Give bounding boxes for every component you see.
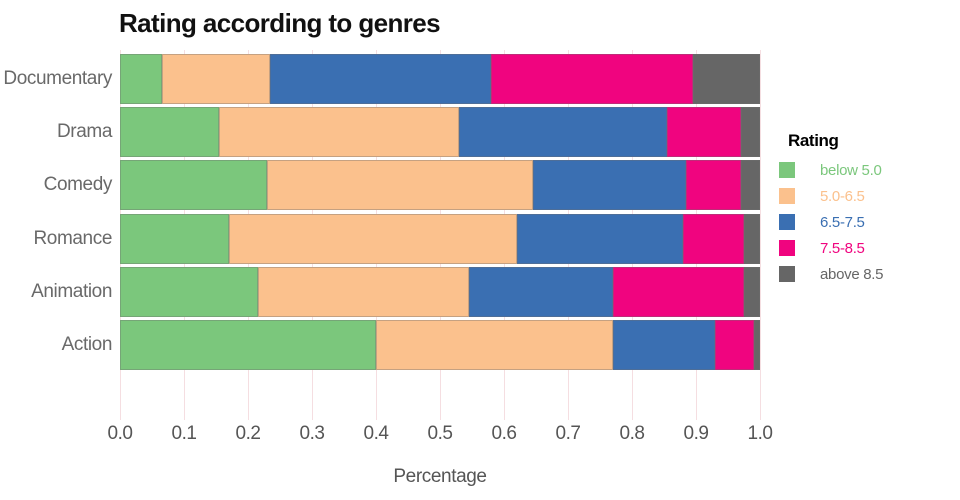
bar-segment-above-8.5 — [753, 320, 760, 370]
x-axis-title: Percentage — [393, 466, 487, 487]
bar-segment-6.5-7.5 — [532, 160, 687, 210]
legend-item: 5.0-6.5 — [779, 187, 954, 205]
bar-row-drama — [120, 107, 760, 157]
legend-item: above 8.5 — [779, 265, 954, 283]
legend-title: Rating — [788, 131, 839, 150]
bar-segment-below-5.0 — [120, 54, 162, 104]
legend: Rating below 5.0 5.0-6.5 6.5-7.5 7.5-8.5 abo… — [779, 131, 954, 292]
bar-segment-7.5-8.5 — [715, 320, 754, 370]
bar-segment-6.5-7.5 — [459, 107, 668, 157]
plot-area — [120, 50, 761, 420]
y-axis-label: Animation — [31, 281, 112, 302]
legend-swatch-icon — [779, 240, 795, 256]
bar-row-action — [120, 320, 760, 370]
bar-row-comedy — [120, 160, 760, 210]
y-axis-label: Documentary — [3, 68, 112, 89]
bar-segment-6.5-7.5 — [468, 267, 613, 317]
bar-segment-above-8.5 — [692, 54, 760, 104]
bar-segment-7.5-8.5 — [612, 267, 744, 317]
bar-segment-5.0-6.5 — [161, 54, 271, 104]
legend-swatch-icon — [779, 214, 795, 230]
bar-segment-7.5-8.5 — [683, 214, 744, 264]
x-axis-tick-label: 0.6 — [491, 423, 517, 444]
x-axis-tick-label: 0.9 — [683, 423, 709, 444]
bar-row-romance — [120, 214, 760, 264]
legend-swatch-icon — [779, 266, 795, 282]
bar-segment-6.5-7.5 — [612, 320, 716, 370]
bar-segment-below-5.0 — [120, 267, 258, 317]
bar-segment-7.5-8.5 — [491, 54, 693, 104]
legend-item-label: 7.5-8.5 — [820, 239, 865, 257]
legend-item-label: below 5.0 — [820, 161, 882, 179]
legend-swatch-icon — [779, 188, 795, 204]
legend-item-label: above 8.5 — [820, 265, 884, 283]
x-axis-tick-label: 0.0 — [107, 423, 133, 444]
legend-items: below 5.0 5.0-6.5 6.5-7.5 7.5-8.5 above 8.5 — [779, 161, 954, 283]
bar-segment-above-8.5 — [740, 107, 760, 157]
bar-row-animation — [120, 267, 760, 317]
bar-segment-6.5-7.5 — [516, 214, 684, 264]
y-axis-label: Romance — [33, 228, 112, 249]
bar-segment-below-5.0 — [120, 107, 220, 157]
bar-segment-5.0-6.5 — [267, 160, 533, 210]
bar-segment-above-8.5 — [743, 267, 760, 317]
bar-segment-below-5.0 — [120, 160, 268, 210]
bar-segment-above-8.5 — [740, 160, 760, 210]
legend-item-label: 6.5-7.5 — [820, 213, 865, 231]
bar-segment-5.0-6.5 — [228, 214, 517, 264]
x-axis-tick-label: 0.7 — [555, 423, 581, 444]
legend-item: 6.5-7.5 — [779, 213, 954, 231]
gridline — [760, 50, 761, 420]
bar-segment-7.5-8.5 — [667, 107, 741, 157]
x-axis-tick-label: 1.0 — [747, 423, 773, 444]
legend-item: below 5.0 — [779, 161, 954, 179]
bar-segment-6.5-7.5 — [270, 54, 492, 104]
bar-segment-5.0-6.5 — [219, 107, 460, 157]
x-axis-tick-label: 0.5 — [427, 423, 453, 444]
legend-item-label: 5.0-6.5 — [820, 187, 865, 205]
bar-segment-5.0-6.5 — [257, 267, 469, 317]
y-axis-label: Drama — [56, 121, 112, 142]
bar-segment-below-5.0 — [120, 214, 229, 264]
x-axis-tick-label: 0.4 — [363, 423, 389, 444]
y-axis-label: Action — [61, 334, 113, 355]
legend-item: 7.5-8.5 — [779, 239, 954, 257]
bar-segment-below-5.0 — [120, 320, 376, 370]
bar-segment-7.5-8.5 — [686, 160, 741, 210]
legend-swatch-icon — [779, 162, 795, 178]
x-axis-tick-label: 0.3 — [299, 423, 325, 444]
y-axis-label: Comedy — [43, 174, 113, 195]
chart-title: Rating according to genres — [119, 8, 441, 38]
bar-row-documentary — [120, 54, 760, 104]
x-axis-tick-label: 0.1 — [171, 423, 197, 444]
x-axis-tick-label: 0.2 — [235, 423, 261, 444]
bar-segment-5.0-6.5 — [376, 320, 613, 370]
bar-segment-above-8.5 — [743, 214, 760, 264]
x-axis-tick-label: 0.8 — [619, 423, 645, 444]
